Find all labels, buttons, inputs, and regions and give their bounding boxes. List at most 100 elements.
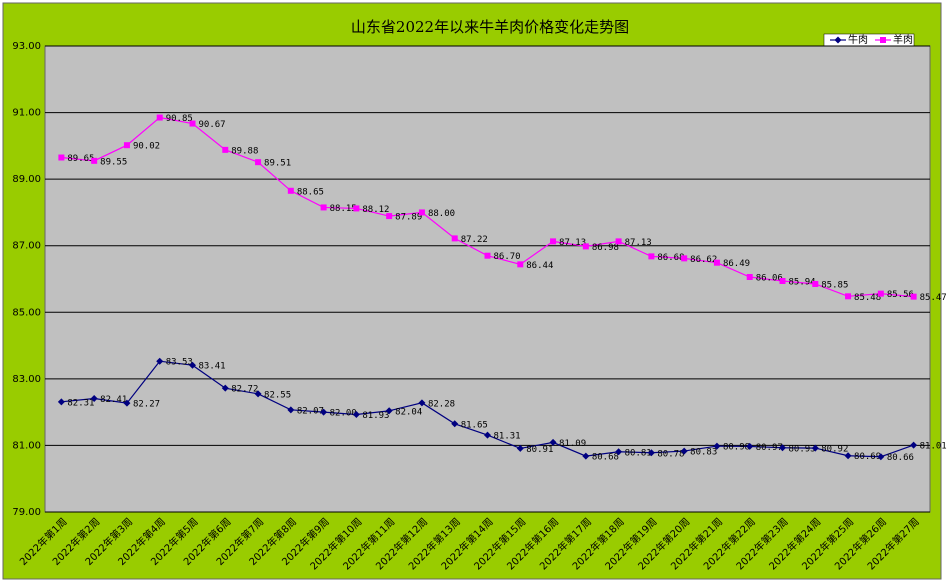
data-label: 82.07 <box>297 406 324 416</box>
marker <box>880 37 886 43</box>
data-label: 88.12 <box>362 205 389 215</box>
data-label: 87.22 <box>461 235 488 245</box>
data-label: 89.88 <box>231 146 258 156</box>
data-label: 81.01 <box>920 442 947 452</box>
data-label: 80.97 <box>756 443 783 453</box>
marker <box>484 252 491 259</box>
marker <box>255 159 262 166</box>
marker <box>58 154 65 161</box>
data-label: 80.93 <box>789 444 816 454</box>
marker <box>221 384 229 392</box>
data-label: 81.31 <box>494 432 521 442</box>
chart-title: 山东省2022年以来牛羊肉价格变化走势图 <box>351 18 629 36</box>
data-label: 82.72 <box>231 385 258 395</box>
marker <box>385 407 393 415</box>
marker <box>353 205 360 212</box>
marker <box>320 204 327 211</box>
marker <box>57 398 65 406</box>
data-label: 80.83 <box>690 448 717 458</box>
y-tick-label: 83.00 <box>12 374 41 385</box>
marker <box>779 277 786 284</box>
marker <box>910 293 917 300</box>
legend-label: 羊肉 <box>893 33 913 46</box>
data-label: 87.89 <box>395 213 422 223</box>
marker <box>386 213 393 220</box>
marker <box>680 447 688 455</box>
marker <box>156 114 163 121</box>
data-label: 86.49 <box>723 259 750 269</box>
data-label: 86.44 <box>526 261 553 271</box>
marker <box>844 452 852 460</box>
data-label: 89.65 <box>67 154 94 164</box>
marker <box>90 394 98 402</box>
y-tick-label: 81.00 <box>12 440 41 451</box>
y-tick-label: 91.00 <box>12 108 41 119</box>
marker <box>615 238 622 245</box>
marker <box>834 36 842 44</box>
data-label: 85.56 <box>887 290 914 300</box>
marker <box>713 259 720 266</box>
data-label: 82.27 <box>133 400 160 410</box>
data-label: 82.04 <box>395 407 422 417</box>
y-tick-label: 79.00 <box>12 507 41 518</box>
data-label: 80.66 <box>887 453 914 463</box>
data-label: 89.55 <box>100 157 127 167</box>
data-label: 81.09 <box>559 439 586 449</box>
data-label: 86.06 <box>756 274 783 284</box>
data-label: 88.00 <box>428 209 455 219</box>
data-label: 82.41 <box>100 395 127 405</box>
data-label: 88.15 <box>330 204 357 214</box>
marker <box>189 120 196 127</box>
marker <box>582 452 590 460</box>
data-label: 82.00 <box>330 409 357 419</box>
data-label: 81.65 <box>461 420 488 430</box>
marker <box>812 280 819 287</box>
marker <box>615 448 623 456</box>
marker <box>647 449 655 457</box>
data-label: 80.69 <box>854 452 881 462</box>
data-label: 90.85 <box>166 114 193 124</box>
data-label: 83.41 <box>199 362 226 372</box>
marker <box>713 442 721 450</box>
marker <box>287 187 294 194</box>
marker <box>222 146 229 153</box>
marker <box>123 142 130 149</box>
marker <box>681 255 688 262</box>
marker <box>779 444 786 452</box>
marker <box>451 420 459 428</box>
data-label: 85.94 <box>789 277 816 287</box>
data-label: 86.68 <box>657 253 684 263</box>
data-label: 85.85 <box>821 280 848 290</box>
marker <box>484 431 491 439</box>
data-label: 85.47 <box>920 293 947 303</box>
legend-label: 牛肉 <box>848 33 868 46</box>
y-tick-label: 85.00 <box>12 307 41 318</box>
marker <box>516 444 524 452</box>
y-tick-label: 89.00 <box>12 174 41 185</box>
data-label: 90.02 <box>133 142 160 152</box>
marker <box>877 453 885 461</box>
y-tick-label: 87.00 <box>12 241 41 252</box>
marker <box>746 274 753 281</box>
data-label: 86.70 <box>494 252 521 262</box>
y-tick-label: 93.00 <box>12 41 41 52</box>
data-label: 80.91 <box>526 445 553 455</box>
data-label: 89.51 <box>264 159 291 169</box>
marker <box>582 243 589 250</box>
marker <box>811 444 819 452</box>
marker <box>910 441 918 449</box>
data-label: 82.28 <box>428 399 455 409</box>
marker <box>550 238 557 245</box>
data-label: 80.78 <box>657 449 684 459</box>
marker <box>156 357 164 365</box>
marker <box>91 157 98 164</box>
marker <box>352 410 360 418</box>
marker <box>418 209 425 216</box>
data-label: 85.48 <box>854 293 881 303</box>
data-label: 86.98 <box>592 243 619 253</box>
marker <box>451 235 458 242</box>
data-label: 80.92 <box>821 445 848 455</box>
data-label: 80.98 <box>723 443 750 453</box>
data-label: 83.53 <box>166 358 193 368</box>
marker <box>877 290 884 297</box>
